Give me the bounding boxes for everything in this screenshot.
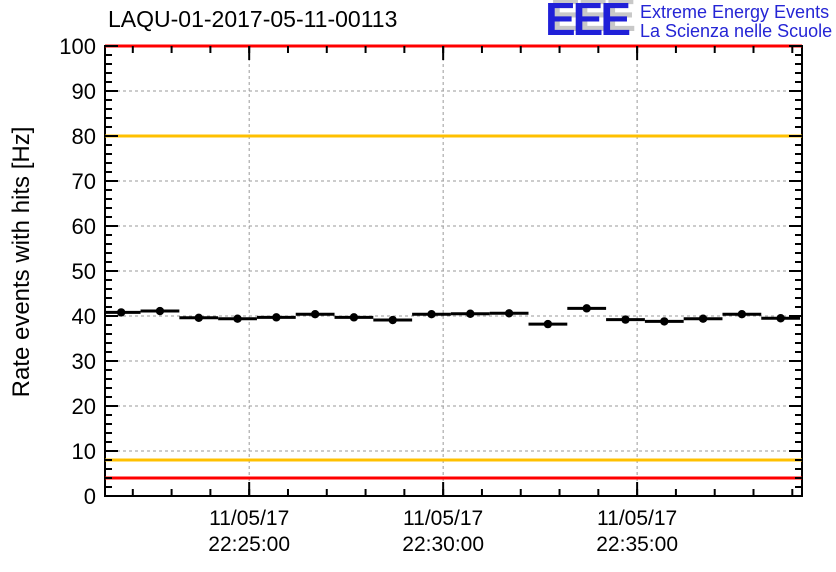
- y-tick-label: 60: [72, 214, 96, 239]
- y-tick-label: 0: [84, 484, 96, 509]
- y-tick-label: 20: [72, 394, 96, 419]
- data-point: [155, 306, 165, 316]
- data-point: [660, 317, 669, 326]
- data-point: [582, 304, 591, 313]
- eee-logo-text: Extreme Energy Events La Scienza nelle S…: [640, 3, 832, 41]
- plot-title: LAQU-01-2017-05-11-00113: [108, 6, 398, 32]
- x-tick-label-date: 11/05/17: [209, 507, 289, 530]
- x-tick-label-time: 22:25:00: [208, 533, 290, 556]
- x-tick-label-time: 22:35:00: [596, 533, 678, 556]
- data-point: [349, 313, 359, 322]
- data-point: [504, 309, 514, 318]
- data-point: [233, 314, 242, 323]
- y-tick-label: 80: [72, 124, 96, 149]
- data-point: [776, 314, 785, 323]
- data-point: [310, 310, 320, 319]
- data-point: [621, 315, 630, 324]
- y-tick-label: 10: [72, 439, 96, 464]
- x-tick-label-date: 11/05/17: [403, 507, 483, 530]
- data-point: [388, 315, 397, 325]
- data-point: [737, 310, 747, 319]
- data-point: [698, 314, 708, 323]
- x-tick-label-date: 11/05/17: [597, 507, 677, 530]
- y-tick-label: 30: [72, 349, 96, 374]
- y-tick-label: 90: [72, 79, 96, 104]
- eee-logo-letters: EEE: [545, 0, 631, 45]
- x-tick-label-time: 22:30:00: [402, 533, 484, 556]
- eee-logo-line1: Extreme Energy Events: [640, 2, 830, 22]
- y-tick-label: 50: [72, 259, 96, 284]
- data-point: [466, 309, 475, 318]
- data-point: [116, 308, 126, 317]
- data-point: [194, 313, 203, 322]
- y-tick-label: 100: [59, 34, 96, 59]
- eee-logo-line2: La Scienza nelle Scuole: [640, 21, 833, 41]
- data-point: [543, 319, 553, 329]
- data-point: [272, 313, 281, 322]
- data-point: [427, 310, 436, 319]
- y-axis-title: Rate events with hits [Hz]: [8, 126, 35, 398]
- y-tick-label: 70: [72, 169, 96, 194]
- y-tick-label: 40: [72, 304, 96, 329]
